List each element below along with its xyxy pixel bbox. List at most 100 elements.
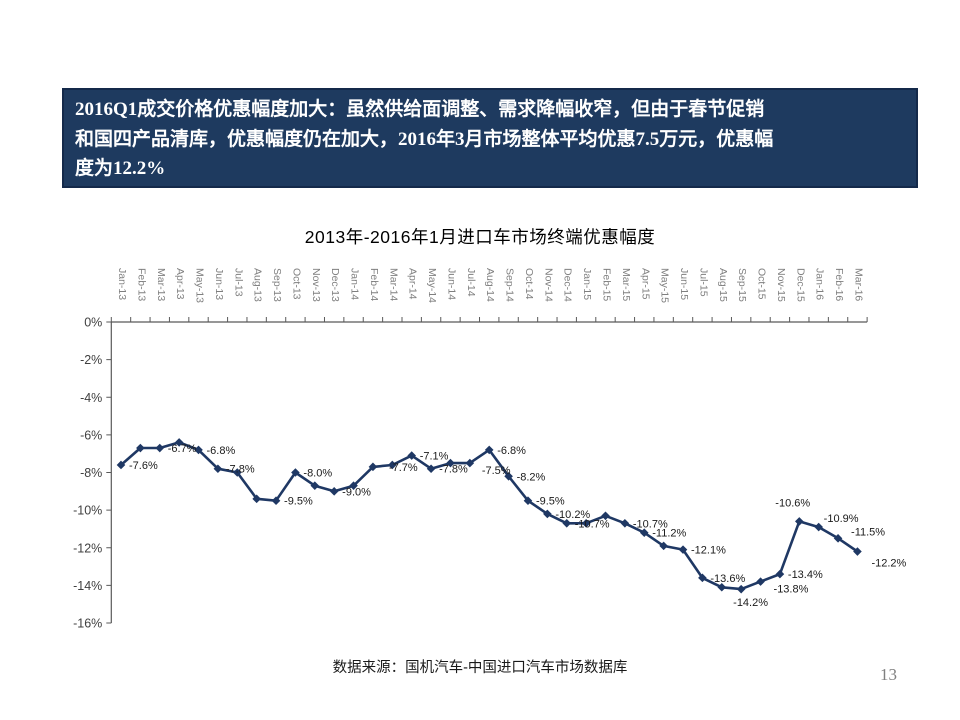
x-tick-label: Nov-14 [542, 268, 554, 302]
data-point-marker [349, 481, 358, 490]
x-tick-label: Dec-15 [794, 268, 806, 302]
data-point-marker [523, 496, 533, 506]
data-point-marker [543, 509, 552, 519]
data-point-marker [814, 522, 823, 532]
x-tick-label: Oct-14 [523, 268, 535, 300]
data-label: -12.1% [691, 545, 726, 557]
data-label: -10.7% [575, 518, 610, 530]
x-tick-label: Feb-14 [368, 268, 380, 301]
data-label: -7.5% [482, 465, 511, 477]
data-point-marker [620, 518, 630, 528]
data-label: -10.2% [555, 509, 590, 521]
data-point-marker [155, 443, 165, 453]
data-point-marker [698, 573, 707, 583]
x-tick-label: Aug-13 [252, 268, 264, 302]
x-tick-label: Jul-14 [465, 268, 477, 297]
data-point-marker [833, 534, 843, 543]
data-point-marker [329, 487, 339, 496]
x-tick-label: Sep-15 [736, 268, 748, 302]
page-number: 13 [880, 665, 897, 684]
y-tick-label: -8% [80, 466, 102, 480]
data-point-marker [291, 468, 300, 477]
y-tick-label: 0% [84, 316, 102, 330]
data-label: -7.1% [420, 451, 449, 463]
data-label: -13.6% [710, 573, 745, 585]
data-point-marker [581, 518, 591, 528]
x-tick-label: Dec-13 [329, 268, 341, 302]
data-label: -12.2% [871, 558, 906, 570]
data-label: -10.9% [824, 513, 859, 525]
data-label: -11.2% [652, 528, 686, 540]
x-tick-label: May-13 [194, 268, 206, 303]
y-tick-label: -12% [73, 541, 102, 555]
x-tick-label: Jun-14 [445, 268, 457, 300]
data-point-marker [504, 471, 513, 481]
data-point-marker [426, 464, 436, 474]
data-point-marker [194, 445, 203, 455]
data-point-marker [484, 445, 494, 455]
data-point-marker [659, 541, 668, 551]
x-tick-label: Jan-15 [581, 268, 593, 300]
data-label: -8.0% [303, 468, 332, 480]
data-label: -10.6% [775, 497, 810, 509]
x-tick-label: Apr-14 [407, 268, 419, 300]
data-point-marker [213, 464, 223, 474]
data-label: -9.5% [284, 496, 313, 508]
data-point-marker [136, 443, 145, 453]
data-label: -6.8% [497, 445, 526, 457]
x-tick-label: Jun-15 [678, 268, 690, 300]
x-tick-label: Mar-14 [387, 268, 399, 301]
x-tick-label: Feb-15 [601, 268, 613, 301]
data-point-marker [562, 518, 572, 528]
source-note: 数据来源：国机汽车-中国进口汽车市场数据库 [332, 660, 628, 676]
x-tick-label: Nov-15 [775, 268, 787, 302]
data-point-marker [446, 458, 455, 468]
data-point-marker [368, 462, 378, 472]
data-point-marker [775, 569, 785, 579]
data-label: -11.5% [851, 526, 885, 538]
headline-line: 度为12.2% [75, 158, 166, 179]
x-tick-label: Oct-15 [756, 268, 768, 300]
y-tick-label: -6% [80, 428, 102, 442]
data-label: -10.7% [633, 518, 668, 530]
headline-line: 2016Q1成交价格优惠幅度加大：虽然供给面调整、需求降幅收窄，但由于春节促销 [75, 99, 765, 120]
x-tick-label: Apr-13 [174, 268, 186, 300]
x-tick-label: Nov-13 [310, 268, 322, 302]
data-point-marker [407, 451, 416, 460]
data-point-marker [465, 458, 475, 468]
x-tick-label: Jul-15 [697, 268, 709, 297]
data-point-marker [678, 545, 688, 554]
data-label: -13.8% [774, 584, 809, 596]
x-tick-label: Mar-13 [155, 268, 167, 301]
x-tick-label: Sep-13 [271, 268, 283, 302]
data-label: -9.5% [536, 496, 565, 508]
x-tick-label: Mar-15 [620, 268, 632, 301]
x-tick-label: Sep-14 [504, 268, 516, 302]
y-tick-label: -2% [80, 353, 102, 367]
y-tick-label: -16% [73, 617, 102, 631]
x-tick-label: May-14 [426, 268, 438, 303]
data-point-marker [271, 496, 281, 506]
data-point-marker [795, 517, 804, 526]
x-tick-label: Jul-13 [232, 268, 244, 297]
headline-box: 2016Q1成交价格优惠幅度加大：虽然供给面调整、需求降幅收窄，但由于春节促销和… [62, 88, 918, 188]
y-tick-label: -14% [73, 579, 102, 593]
data-point-marker [252, 494, 261, 504]
x-tick-label: Aug-14 [484, 268, 496, 302]
x-tick-label: Dec-14 [562, 268, 574, 302]
data-label: -8.2% [517, 471, 546, 483]
data-label: -6.7% [168, 443, 197, 455]
data-point-marker [853, 547, 862, 556]
data-point-marker [717, 582, 727, 592]
data-point-marker [310, 481, 320, 490]
x-tick-label: Jan-14 [349, 268, 361, 300]
y-tick-label: -10% [73, 504, 102, 518]
data-label: -6.8% [207, 445, 236, 457]
x-tick-label: Jan-13 [116, 268, 128, 300]
data-label: -7.6% [129, 460, 158, 472]
data-point-marker [116, 460, 126, 470]
data-point-marker [388, 460, 397, 470]
data-point-marker [232, 468, 242, 477]
